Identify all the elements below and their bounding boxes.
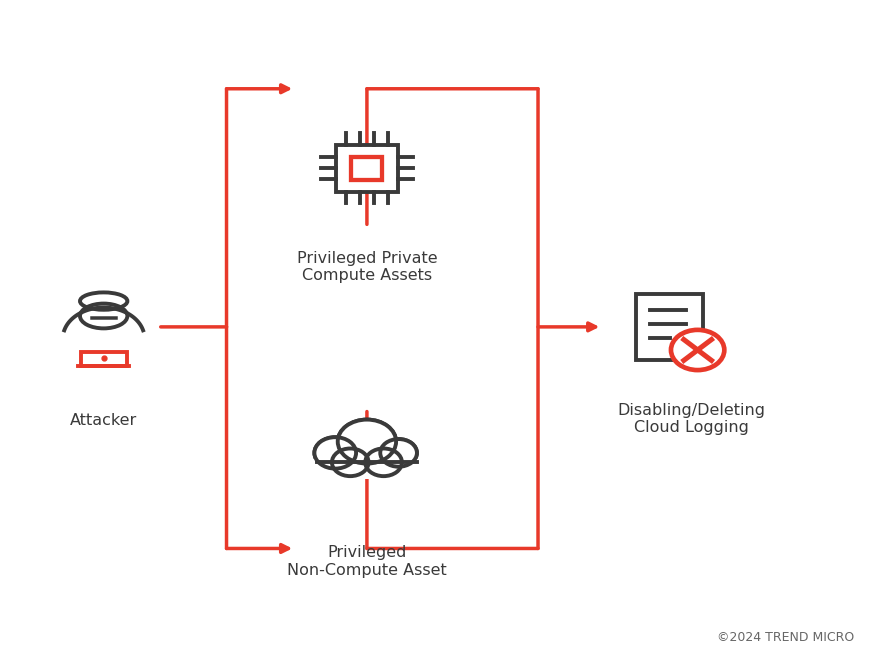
Circle shape xyxy=(366,448,402,476)
Bar xyxy=(336,145,398,191)
Text: Privileged Private
Compute Assets: Privileged Private Compute Assets xyxy=(297,251,437,283)
Text: Privileged
Non-Compute Asset: Privileged Non-Compute Asset xyxy=(287,545,447,578)
Circle shape xyxy=(337,420,396,464)
Circle shape xyxy=(671,330,724,370)
Circle shape xyxy=(381,439,417,467)
Circle shape xyxy=(337,420,396,464)
Ellipse shape xyxy=(80,303,127,328)
Bar xyxy=(637,294,703,360)
Circle shape xyxy=(381,439,417,467)
Text: Attacker: Attacker xyxy=(70,413,138,428)
Bar xyxy=(313,459,421,480)
Circle shape xyxy=(332,448,368,476)
Bar xyxy=(80,352,127,366)
Bar xyxy=(351,157,382,180)
Circle shape xyxy=(366,448,402,476)
Circle shape xyxy=(314,437,356,469)
Text: ©2024 TREND MICRO: ©2024 TREND MICRO xyxy=(717,632,854,644)
Circle shape xyxy=(332,448,368,476)
Circle shape xyxy=(314,437,356,469)
Text: Disabling/Deleting
Cloud Logging: Disabling/Deleting Cloud Logging xyxy=(617,403,766,436)
